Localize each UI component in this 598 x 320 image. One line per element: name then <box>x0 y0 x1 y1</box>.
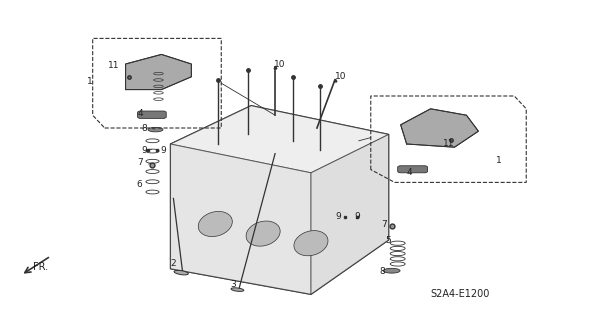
FancyBboxPatch shape <box>398 166 428 173</box>
Polygon shape <box>401 109 478 147</box>
Text: 8: 8 <box>142 124 148 133</box>
Text: 3: 3 <box>230 280 236 289</box>
Text: 7: 7 <box>382 220 388 229</box>
Ellipse shape <box>246 221 280 246</box>
Text: 10: 10 <box>274 60 285 68</box>
Text: 4: 4 <box>138 109 143 118</box>
Ellipse shape <box>383 268 400 273</box>
Text: 9: 9 <box>355 212 361 221</box>
Text: 9: 9 <box>160 146 166 155</box>
Ellipse shape <box>198 212 233 236</box>
Text: 1: 1 <box>496 156 502 164</box>
Polygon shape <box>311 134 389 294</box>
Text: 7: 7 <box>138 158 144 167</box>
Text: FR.: FR. <box>33 262 48 272</box>
Text: 11: 11 <box>108 61 119 70</box>
Text: 8: 8 <box>380 267 386 276</box>
Polygon shape <box>126 54 191 90</box>
Text: 1: 1 <box>87 77 93 86</box>
Text: S2A4-E1200: S2A4-E1200 <box>431 289 490 300</box>
Ellipse shape <box>231 288 244 292</box>
Ellipse shape <box>174 270 188 275</box>
Polygon shape <box>170 144 311 294</box>
Text: 11: 11 <box>443 139 454 148</box>
Ellipse shape <box>294 231 328 256</box>
Ellipse shape <box>148 127 163 132</box>
FancyBboxPatch shape <box>138 111 166 118</box>
Text: 4: 4 <box>407 168 412 177</box>
Text: 2: 2 <box>170 260 176 268</box>
Text: 9: 9 <box>335 212 341 221</box>
Polygon shape <box>170 106 389 173</box>
Text: 9: 9 <box>141 146 147 155</box>
Text: 10: 10 <box>335 72 346 81</box>
Text: 6: 6 <box>136 180 142 188</box>
Text: 5: 5 <box>386 236 392 245</box>
